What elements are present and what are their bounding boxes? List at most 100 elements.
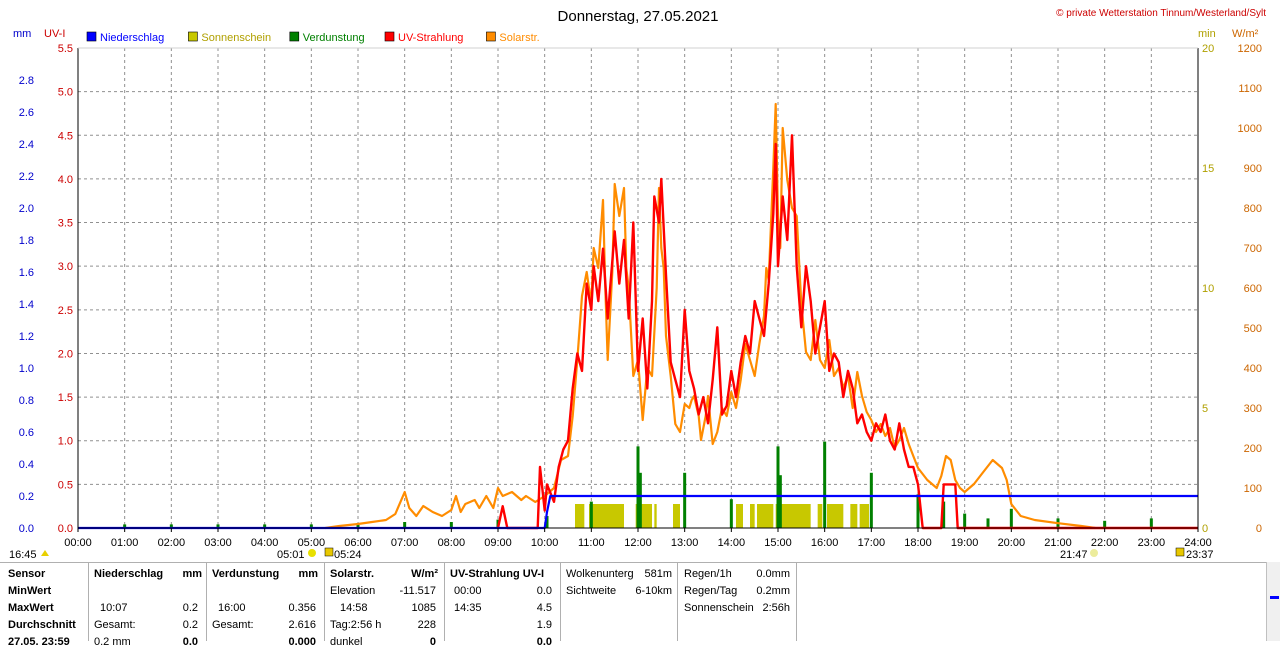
x-tick-label: 18:00 (904, 537, 932, 549)
col-clouds: Wolkenunterg 581m Sichtweite 6-10km (566, 566, 674, 600)
evaporation-spike (545, 516, 549, 528)
evaporation-spike (589, 501, 593, 528)
evaporation-spike (986, 518, 990, 528)
x-tick-label: 21:00 (1044, 537, 1072, 549)
uv-header: UV-Strahlung UV-I (450, 568, 545, 580)
min-tick-label: 15 (1202, 163, 1214, 175)
sunshine-bar (750, 504, 755, 528)
evaporation-spike (636, 446, 640, 528)
solar-unit: W/m² (411, 568, 438, 580)
uv-tick-label: 2.0 (58, 348, 73, 360)
chart-axes: 00:00 01:00 02:00 03:00 04:00 05:00 06:00 07:00… (19, 43, 1262, 549)
verdunstung-max-time: 16:00 (218, 602, 246, 614)
solar-header: Solarstr. (330, 568, 375, 580)
niederschlag-total-label: Gesamt: (94, 619, 136, 631)
x-tick-label: 15:00 (764, 537, 792, 549)
legend-label: Niederschlag (100, 32, 164, 44)
evaporation-spike (776, 446, 780, 528)
dusk-icon (1175, 547, 1185, 557)
evaporation-spike (309, 524, 313, 528)
col-rain-sun: Regen/1h 0.0mm Regen/Tag 0.2mm Sonnenschei… (684, 566, 792, 617)
scrollbar[interactable] (1266, 562, 1280, 641)
dawn-time: 05:24 (334, 549, 362, 561)
mm-tick-label: 0.6 (19, 427, 34, 439)
evaporation-spike (638, 472, 642, 528)
uv-tick-label: 5.5 (58, 43, 73, 55)
mm-tick-label: 0.8 (19, 395, 34, 407)
solar-r1-label: Elevation (330, 585, 376, 597)
x-tick-label: 05:00 (298, 537, 326, 549)
verdunstung-total-label: Gesamt: (212, 619, 254, 631)
rainsun-l2: Regen/Tag (684, 585, 738, 597)
astro-markers: 16:45 05:01 05:24 21:47 23:37 (9, 547, 1214, 561)
mm-tick-label: 2.8 (19, 75, 34, 87)
niederschlag-max-value: 0.2 (182, 602, 198, 614)
evaporation-spike (449, 522, 453, 528)
mm-tick-label: 2.0 (19, 203, 34, 215)
sunshine-bar (827, 504, 844, 528)
niederschlag-max-time: 10:07 (100, 602, 128, 614)
x-tick-label: 00:00 (64, 537, 92, 549)
legend-label: UV-Strahlung (398, 32, 463, 44)
evaporation-spike (1149, 518, 1153, 528)
rainsun-l1: Regen/1h (684, 568, 732, 580)
x-tick-label: 16:00 (811, 537, 839, 549)
wm2-tick-label: 1200 (1238, 43, 1262, 55)
verdunstung-last-value: 0.000 (288, 636, 316, 648)
station-credit: © private Wetterstation Tinnum/Westerlan… (1056, 8, 1266, 19)
x-tick-label: 20:00 (998, 537, 1026, 549)
sunshine-bar (757, 504, 774, 528)
wm2-tick-label: 900 (1244, 163, 1262, 175)
legend-swatch (289, 31, 300, 42)
evaporation-spike (942, 501, 946, 528)
axis-unit-min: min (1198, 28, 1216, 40)
mm-tick-label: 1.2 (19, 331, 34, 343)
uv-tick-label: 1.5 (58, 392, 73, 404)
rainsun-v2: 0.2mm (756, 585, 790, 597)
label-sensor: Sensor (8, 568, 46, 580)
uv-line (496, 134, 1198, 530)
wm2-tick-label: 500 (1244, 323, 1262, 335)
col-divider (444, 562, 445, 641)
x-tick-label: 12:00 (624, 537, 652, 549)
wm2-tick-label: 0 (1256, 523, 1262, 535)
rainsun-l3: Sonnenschein (684, 602, 754, 614)
col-uv: UV-Strahlung UV-I 00:00 0.0 14:35 4.5 1.9 … (450, 566, 556, 651)
evaporation-spike (916, 494, 920, 528)
solar-r2-label: 14:58 (340, 602, 368, 614)
wm2-tick-label: 300 (1244, 403, 1262, 415)
uv-tick-label: 2.5 (58, 305, 73, 317)
legend-label: Solarstr. (499, 32, 539, 44)
clouds-v2: 6-10km (635, 585, 672, 597)
wm2-tick-label: 1000 (1238, 123, 1262, 135)
niederschlag-header: Niederschlag (94, 568, 164, 580)
x-tick-label: 04:00 (251, 537, 279, 549)
mm-tick-label: 1.8 (19, 235, 34, 247)
solar-r2-value: 1085 (411, 602, 436, 614)
legend-swatch (86, 31, 97, 42)
x-tick-label: 02:00 (158, 537, 186, 549)
clouds-l2: Sichtweite (566, 585, 617, 597)
wm2-tick-label: 100 (1244, 483, 1262, 495)
evaporation-spike (123, 524, 127, 528)
col-divider (796, 562, 797, 641)
sunrise-icon (308, 549, 316, 557)
x-tick-label: 10:00 (531, 537, 559, 549)
wm2-tick-label: 800 (1244, 203, 1262, 215)
mm-tick-label: 1.0 (19, 363, 34, 375)
legend-label: Verdunstung (303, 32, 365, 44)
solar-r1-value: -11.517 (399, 585, 437, 597)
min-tick-label: 5 (1202, 403, 1208, 415)
chart-grid (78, 48, 1198, 528)
niederschlag-total-value: 0.2 (182, 619, 198, 631)
weather-chart: 00:00 01:00 02:00 03:00 04:00 05:00 06:00 07:00… (9, 8, 1267, 561)
moon-icon (41, 550, 49, 556)
solar-r4-label: dunkel (330, 636, 363, 648)
x-tick-label: 11:00 (578, 537, 605, 549)
mm-tick-label: 1.6 (19, 267, 34, 279)
verdunstung-max-value: 0.356 (288, 602, 316, 614)
uv-tick-label: 0.5 (58, 479, 73, 491)
evaporation-spike (729, 499, 733, 528)
chart-legend: Niederschlag Sonnenschein Verdunstung UV-St… (86, 31, 540, 44)
col-verdunstung: Verdunstung mm 16:00 0.356 Gesamt: 2.616 0.… (212, 566, 320, 651)
